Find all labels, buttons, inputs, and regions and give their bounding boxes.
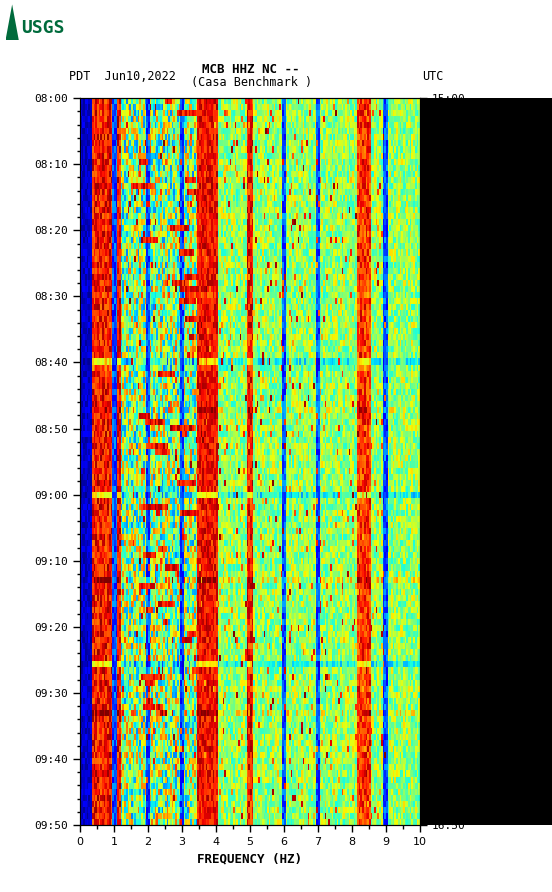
X-axis label: FREQUENCY (HZ): FREQUENCY (HZ) <box>197 853 302 865</box>
Text: USGS: USGS <box>22 19 65 37</box>
Text: MCB HHZ NC --: MCB HHZ NC -- <box>203 62 300 76</box>
Text: UTC: UTC <box>422 70 444 83</box>
Text: (Casa Benchmark ): (Casa Benchmark ) <box>190 76 312 89</box>
Text: PDT  Jun10,2022: PDT Jun10,2022 <box>69 70 176 83</box>
Polygon shape <box>6 4 19 40</box>
